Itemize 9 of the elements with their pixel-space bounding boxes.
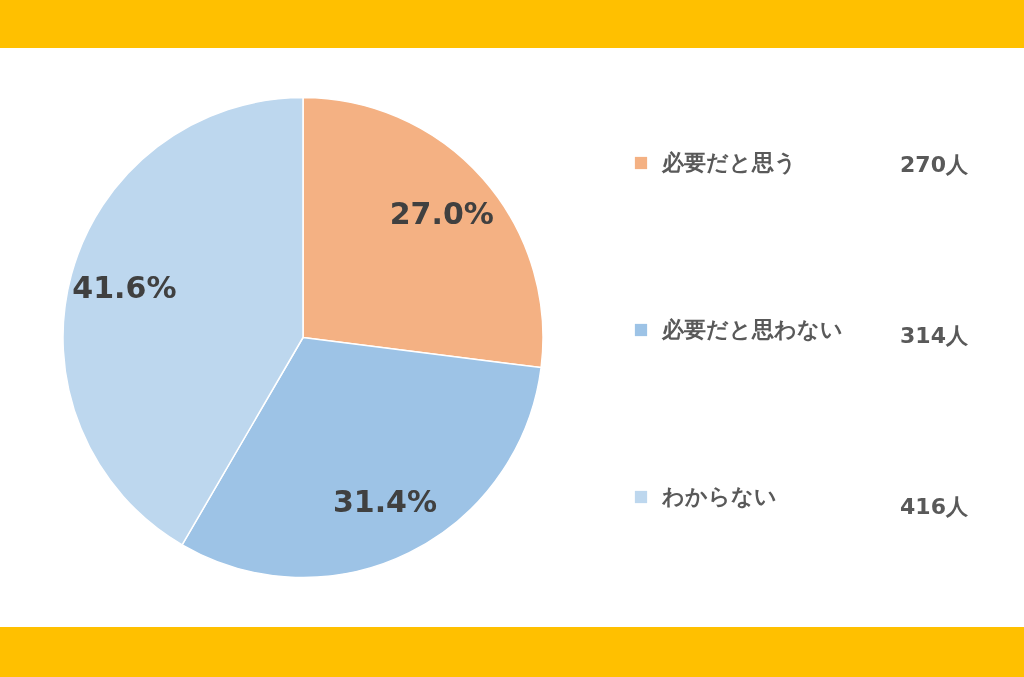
- legend-label: 必要だと思う: [661, 150, 797, 175]
- legend-label: 必要だと思わない: [661, 317, 843, 342]
- data-label: 41.6%: [72, 270, 177, 306]
- data-label: 31.4%: [332, 484, 437, 520]
- legend-label: わからない: [661, 484, 777, 509]
- text: 416人: [900, 494, 969, 519]
- data-label: 27.0%: [389, 196, 494, 232]
- text: 270人: [900, 152, 969, 177]
- text: 314人: [900, 323, 969, 348]
